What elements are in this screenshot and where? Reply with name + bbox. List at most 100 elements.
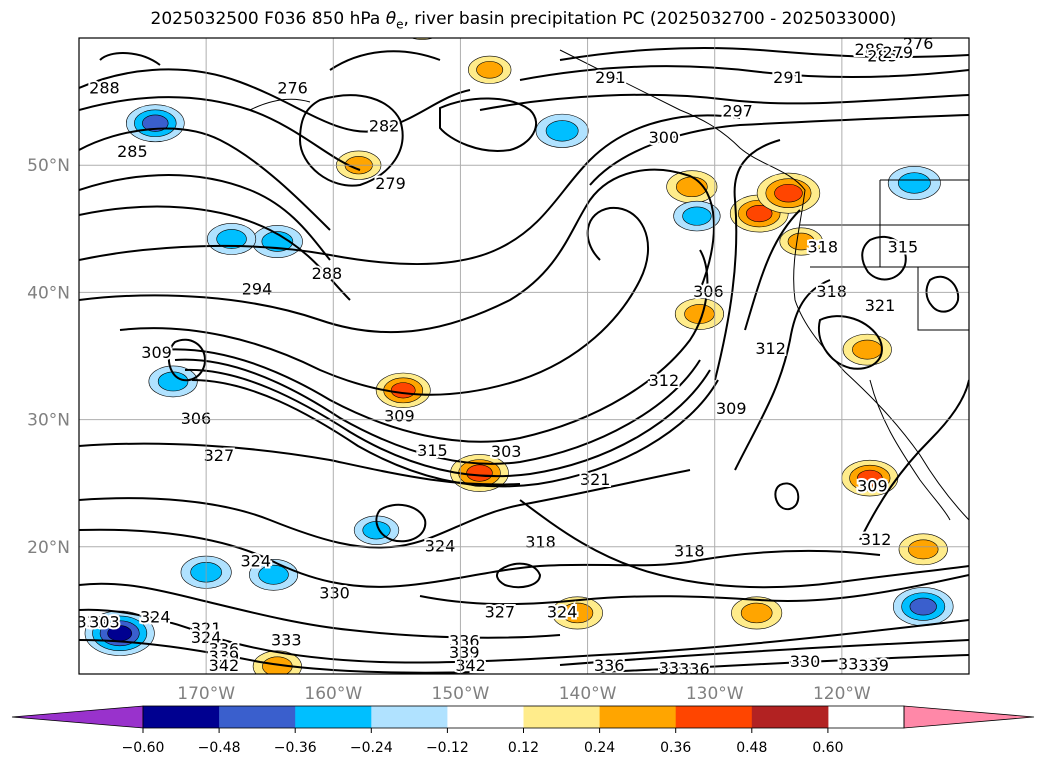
coastline-layer [249, 49, 969, 521]
contour-label: 339 [858, 656, 889, 675]
contour-line [861, 235, 907, 281]
contour-label: 336 [594, 656, 625, 675]
contour-label: 291 [773, 68, 804, 87]
colorbar-tick-label: 0.12 [508, 740, 539, 756]
precip-shade-blob [897, 172, 931, 194]
precip-shade-blob [852, 339, 883, 360]
precip-shade-blob [909, 597, 937, 616]
contour-label: 321 [580, 470, 611, 489]
contour-line [559, 639, 969, 666]
y-tick-label: 20°N [27, 538, 70, 558]
contour-line [519, 499, 969, 589]
contour-label: 315 [417, 441, 448, 460]
contour-label: 309 [857, 477, 888, 496]
contour-label: 318 [816, 282, 847, 301]
contour-label: 318 [674, 541, 705, 560]
colorbar-tick-label: 0.24 [584, 740, 615, 756]
title-prefix: 2025032500 F036 850 hPa [150, 9, 386, 29]
precip-shade-blob [466, 464, 493, 482]
contour-line [79, 174, 331, 261]
precip-shade-blob [561, 602, 594, 624]
x-tick-label: 120°W [813, 684, 871, 704]
contour-label: 306 [693, 282, 724, 301]
colorbar-tick-label: −0.36 [274, 740, 317, 756]
axis-tick-labels: 170°W 160°W 150°W 140°W 130°W 120°W 20°N 30°N 40… [27, 156, 871, 704]
precip-shade-blob [746, 204, 773, 223]
colorbar-segment [295, 706, 372, 728]
contour-label: 321 [865, 296, 896, 315]
contour-label: 318 [808, 237, 839, 256]
contour-line [167, 338, 207, 382]
precipitation-shading-layer [84, 16, 954, 674]
contour-label: 282 [369, 117, 400, 136]
contour-label: 324 [547, 602, 578, 621]
precip-shade-blob [682, 206, 712, 226]
contour-label: 276 [903, 34, 934, 53]
contour-label: 330 [319, 583, 350, 602]
colorbar-segment [371, 706, 448, 728]
contour-line [859, 379, 969, 541]
precip-shade-blob [390, 382, 416, 399]
title-theta-subscript: e [396, 17, 404, 32]
precip-shade-blob [908, 539, 939, 560]
contour-label: 342 [455, 656, 486, 675]
contour-line [519, 65, 969, 81]
precip-shade-blob [476, 61, 504, 79]
contour-label: 336 [838, 655, 869, 674]
precip-shade-blob [142, 114, 169, 132]
contour-label: 279 [883, 43, 914, 62]
contour-label: 324 [240, 552, 271, 571]
contour-label: 339 [209, 647, 240, 666]
contour-label: 333 [659, 658, 690, 677]
contour-line [79, 114, 741, 265]
colorbar-tick-label: 0.36 [660, 740, 691, 756]
y-tick-label: 40°N [27, 283, 70, 303]
contour-line [99, 52, 161, 66]
contour-line [79, 608, 969, 664]
contour-label: 312 [649, 371, 680, 390]
coastline [869, 379, 951, 521]
colorbar-tick-label: 0.48 [736, 740, 767, 756]
contour-label: 309 [141, 343, 172, 362]
precip-shade-blob [409, 16, 437, 34]
precip-shade-blob [857, 469, 883, 487]
y-tick-label: 30°N [27, 411, 70, 431]
contour-line [79, 168, 715, 334]
contour-label: 285 [867, 47, 898, 66]
x-tick-label: 150°W [432, 684, 490, 704]
contour-label: 303 [491, 442, 522, 461]
contour-line [79, 205, 351, 301]
contour-line [79, 582, 561, 639]
colorbar-segment [219, 706, 296, 728]
precip-shade-blob [740, 602, 773, 624]
title-suffix: , river basin precipitation PC (20250327… [403, 9, 897, 29]
contour-line [375, 503, 427, 543]
colorbar-tick-label: −0.12 [426, 740, 469, 756]
contour-label: 279 [375, 174, 406, 193]
colorbar-segment [143, 706, 220, 728]
colorbar-tick-label: 0.60 [812, 740, 843, 756]
contour-line [184, 368, 711, 478]
contour-label: 342 [209, 656, 240, 675]
contour-label: 315 [888, 237, 919, 256]
contour-label: 312 [755, 339, 786, 358]
gridlines [79, 38, 969, 674]
contour-label: 294 [242, 279, 273, 298]
colorbar-segment [675, 706, 753, 728]
contour-line [79, 96, 361, 171]
contour-line [79, 442, 521, 486]
contour-line [774, 482, 800, 511]
contour-line [419, 574, 969, 606]
contour-label: 327 [485, 602, 516, 621]
contour-label: 300 [649, 128, 680, 147]
contour-line [925, 275, 960, 313]
contour-label: 339 [449, 643, 480, 662]
contour-line [496, 562, 542, 589]
precip-shade-blob [774, 183, 803, 203]
precip-shade-blob [545, 120, 579, 142]
colorbar-over-extend [903, 705, 1035, 729]
colorbar-segment [523, 706, 601, 728]
contour-label: 288 [312, 264, 343, 283]
colorbar-segment [751, 706, 829, 728]
